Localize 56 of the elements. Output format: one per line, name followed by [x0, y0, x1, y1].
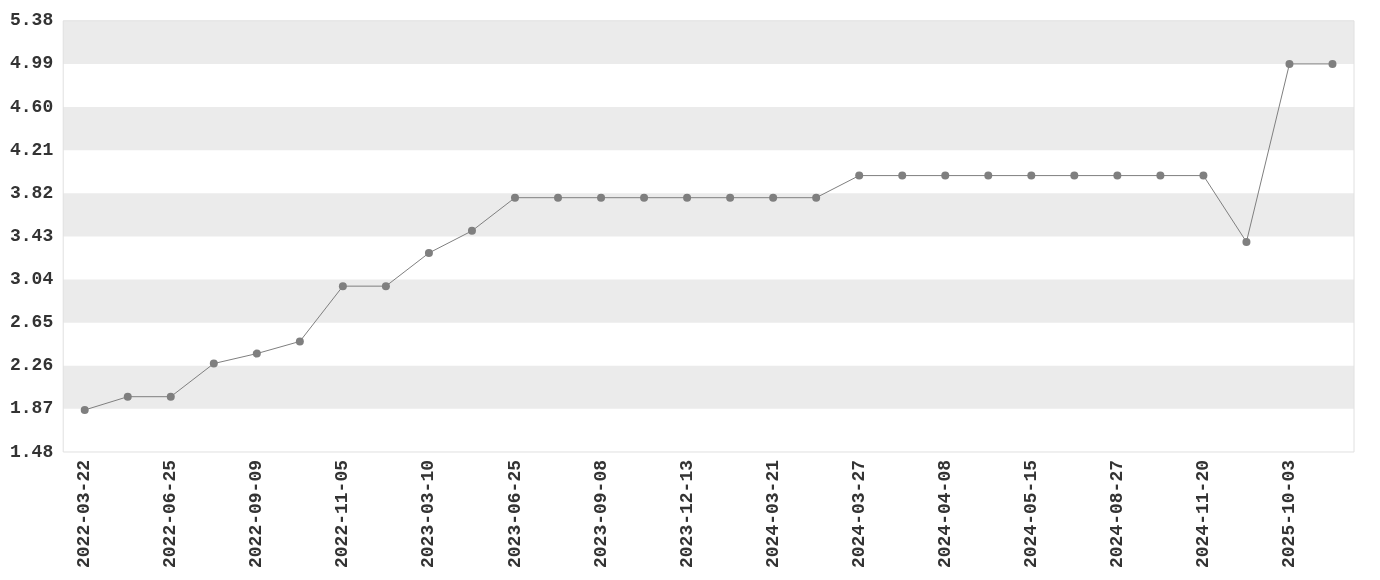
- point: [640, 193, 649, 202]
- point: [1285, 59, 1294, 68]
- point: [80, 405, 89, 414]
- point: [941, 171, 950, 180]
- y-tick-label: 5.38: [9, 10, 54, 31]
- x-tick-label: 2023-12-13: [676, 459, 697, 569]
- y-tick-label: 1.87: [9, 398, 54, 419]
- point: [726, 193, 735, 202]
- y-tick-label: 1.48: [9, 441, 54, 462]
- point: [855, 171, 864, 180]
- point: [510, 193, 519, 202]
- point: [769, 193, 778, 202]
- point: [467, 226, 476, 235]
- point: [597, 193, 606, 202]
- point: [1070, 171, 1079, 180]
- point: [209, 359, 218, 368]
- y-tick-label: 4.60: [9, 96, 54, 117]
- x-tick-label: 2023-09-08: [590, 459, 611, 569]
- x-tick-label: 2024-05-15: [1020, 459, 1041, 569]
- point: [1242, 237, 1251, 246]
- point: [1027, 171, 1036, 180]
- y-tick-label: 4.21: [9, 139, 54, 160]
- point: [338, 282, 347, 291]
- x-tick-label: 2024-03-27: [848, 459, 869, 569]
- point: [1199, 171, 1208, 180]
- point: [295, 337, 304, 346]
- x-tick-label: 2022-06-25: [160, 459, 181, 569]
- point: [898, 171, 907, 180]
- y-tick-label: 3.04: [9, 269, 54, 290]
- y-tick-label: 2.65: [9, 312, 54, 333]
- x-tick-label: 2024-04-08: [934, 459, 955, 569]
- y-tick-label: 4.99: [9, 53, 54, 74]
- x-tick-label: 2024-08-27: [1106, 459, 1127, 569]
- point: [166, 392, 175, 401]
- point: [424, 248, 433, 257]
- point: [252, 349, 261, 358]
- point: [984, 171, 993, 180]
- point: [1113, 171, 1122, 180]
- x-tick-label: 2023-03-10: [418, 459, 439, 569]
- point: [683, 193, 692, 202]
- y-tick-label: 3.82: [9, 182, 54, 203]
- point: [123, 392, 132, 401]
- point: [812, 193, 821, 202]
- x-tick-label: 2022-09-09: [246, 459, 267, 569]
- y-tick-label: 3.43: [9, 225, 54, 246]
- x-tick-label: 2022-03-22: [74, 459, 95, 569]
- x-tick-label: 2024-03-21: [762, 459, 783, 569]
- y-tick-label: 2.26: [9, 355, 54, 376]
- x-tick-label: 2025-10-03: [1278, 459, 1299, 569]
- x-tick-label: 2023-06-25: [504, 459, 525, 569]
- point: [1156, 171, 1165, 180]
- x-tick-label: 2024-11-20: [1192, 459, 1213, 569]
- point: [554, 193, 563, 202]
- point: [1328, 59, 1337, 68]
- x-tick-label: 2022-11-05: [332, 459, 353, 569]
- point: [381, 282, 390, 291]
